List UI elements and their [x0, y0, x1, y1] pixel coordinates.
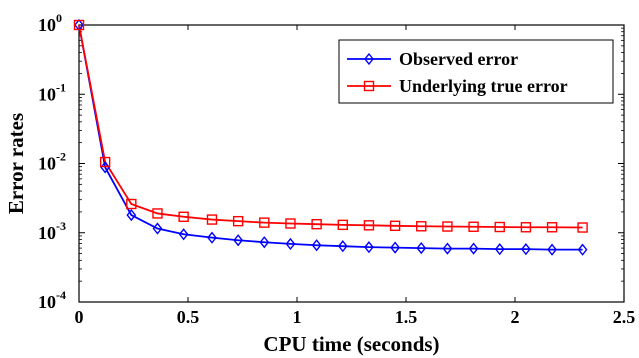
y-tick-base: 10 [38, 292, 56, 312]
true-error-point [468, 221, 479, 232]
true-error-point [259, 217, 270, 228]
observed-error-point [547, 243, 557, 256]
observed-error-point [207, 231, 217, 244]
true-error-point [389, 220, 401, 231]
true-error-point [416, 221, 427, 232]
observed-error-point [311, 239, 322, 252]
true-error-point [546, 222, 558, 233]
observed-error-point [233, 234, 244, 247]
observed-error-point [364, 241, 374, 254]
legend-marker-true [363, 80, 375, 92]
true-error-point [152, 208, 163, 219]
y-tick-exponent: -2 [56, 150, 66, 164]
observed-error-point [337, 240, 348, 253]
x-tick-label: 2 [511, 307, 520, 327]
observed-error-point [390, 241, 400, 254]
observed-error-point [494, 243, 505, 256]
x-tick-label: 1 [293, 307, 302, 327]
true-error-point [232, 215, 244, 227]
x-axis-title: CPU time (seconds) [263, 332, 439, 356]
true-error-point [285, 218, 296, 229]
y-tick-base: 10 [38, 15, 56, 35]
observed-error-point [178, 228, 189, 241]
observed-error-point [259, 236, 270, 249]
observed-error-point [521, 243, 531, 256]
y-tick-exponent: -3 [56, 219, 66, 233]
legend-label-observed: Observed error [399, 49, 518, 69]
observed-error-point [577, 243, 588, 256]
y-tick-label: 10-4 [38, 288, 66, 312]
y-tick-exponent: -4 [56, 288, 66, 302]
true-error-point [99, 156, 111, 168]
true-error-point [494, 221, 505, 233]
y-tick-base: 10 [38, 223, 56, 243]
x-tick-label: 2.5 [613, 307, 636, 327]
y-tick-base: 10 [38, 84, 56, 104]
x-tick-label: 0 [75, 307, 84, 327]
true-error-point [178, 211, 189, 222]
legend-label-true: Underlying true error [399, 76, 568, 96]
y-tick-label: 10-3 [38, 219, 66, 243]
observed-error-point [285, 237, 296, 251]
true-error-point [363, 220, 375, 231]
true-error-point [520, 222, 532, 233]
legend-marker-observed [364, 52, 374, 66]
true-error-point [126, 198, 137, 210]
observed-error-point [442, 242, 453, 255]
observed-error-point [468, 242, 479, 255]
true-error-point [442, 221, 453, 232]
y-tick-exponent: 0 [56, 11, 62, 25]
true-error-point [73, 19, 85, 31]
observed-error-point [416, 241, 427, 255]
y-tick-label: 100 [38, 11, 62, 35]
observed-error-point [100, 161, 111, 174]
y-axis-title: Error rates [4, 113, 28, 214]
y-tick-exponent: -1 [56, 80, 66, 94]
observed-error-point [126, 208, 137, 222]
y-tick-label: 10-1 [38, 80, 66, 104]
true-error-point [577, 222, 588, 233]
legend: Observed error Underlying true error [338, 39, 614, 104]
observed-error-point [152, 222, 163, 235]
x-tick-label: 0.5 [177, 307, 200, 327]
true-error-point [206, 214, 218, 225]
true-error-point [337, 219, 348, 231]
y-tick-label: 10-2 [38, 150, 66, 174]
x-tick-label: 1.5 [395, 307, 418, 327]
y-tick-base: 10 [38, 154, 56, 174]
series-markers [73, 18, 588, 256]
legend-box [338, 39, 614, 104]
true-error-point [311, 218, 322, 230]
